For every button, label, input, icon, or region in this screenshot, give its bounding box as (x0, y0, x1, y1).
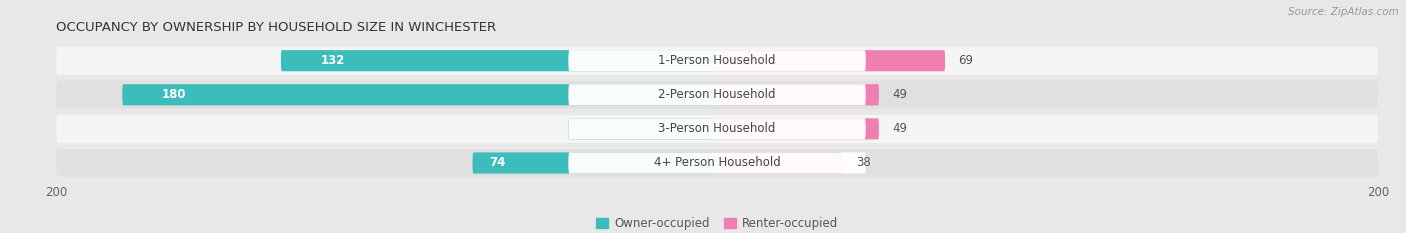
Text: 132: 132 (321, 54, 344, 67)
Text: 49: 49 (893, 88, 907, 101)
Text: 4+ Person Household: 4+ Person Household (654, 157, 780, 169)
FancyBboxPatch shape (717, 118, 879, 140)
FancyBboxPatch shape (717, 50, 945, 71)
Text: OCCUPANCY BY OWNERSHIP BY HOUSEHOLD SIZE IN WINCHESTER: OCCUPANCY BY OWNERSHIP BY HOUSEHOLD SIZE… (56, 21, 496, 34)
FancyBboxPatch shape (568, 152, 866, 174)
Legend: Owner-occupied, Renter-occupied: Owner-occupied, Renter-occupied (592, 212, 842, 233)
Text: 2-Person Household: 2-Person Household (658, 88, 776, 101)
Text: 74: 74 (489, 157, 505, 169)
FancyBboxPatch shape (122, 84, 717, 105)
FancyBboxPatch shape (56, 81, 1378, 109)
Text: 69: 69 (959, 54, 973, 67)
Text: 3-Person Household: 3-Person Household (658, 122, 776, 135)
FancyBboxPatch shape (56, 47, 1378, 75)
FancyBboxPatch shape (281, 50, 717, 71)
Text: 49: 49 (893, 122, 907, 135)
FancyBboxPatch shape (717, 84, 879, 105)
Text: 1-Person Household: 1-Person Household (658, 54, 776, 67)
FancyBboxPatch shape (568, 118, 866, 140)
FancyBboxPatch shape (56, 149, 1378, 177)
Text: 180: 180 (162, 88, 187, 101)
FancyBboxPatch shape (568, 118, 717, 140)
FancyBboxPatch shape (472, 152, 717, 174)
FancyBboxPatch shape (56, 115, 1378, 143)
FancyBboxPatch shape (568, 50, 866, 71)
Text: 38: 38 (856, 157, 870, 169)
FancyBboxPatch shape (717, 152, 842, 174)
FancyBboxPatch shape (568, 84, 866, 105)
Text: 45: 45 (585, 122, 602, 135)
Text: Source: ZipAtlas.com: Source: ZipAtlas.com (1288, 7, 1399, 17)
